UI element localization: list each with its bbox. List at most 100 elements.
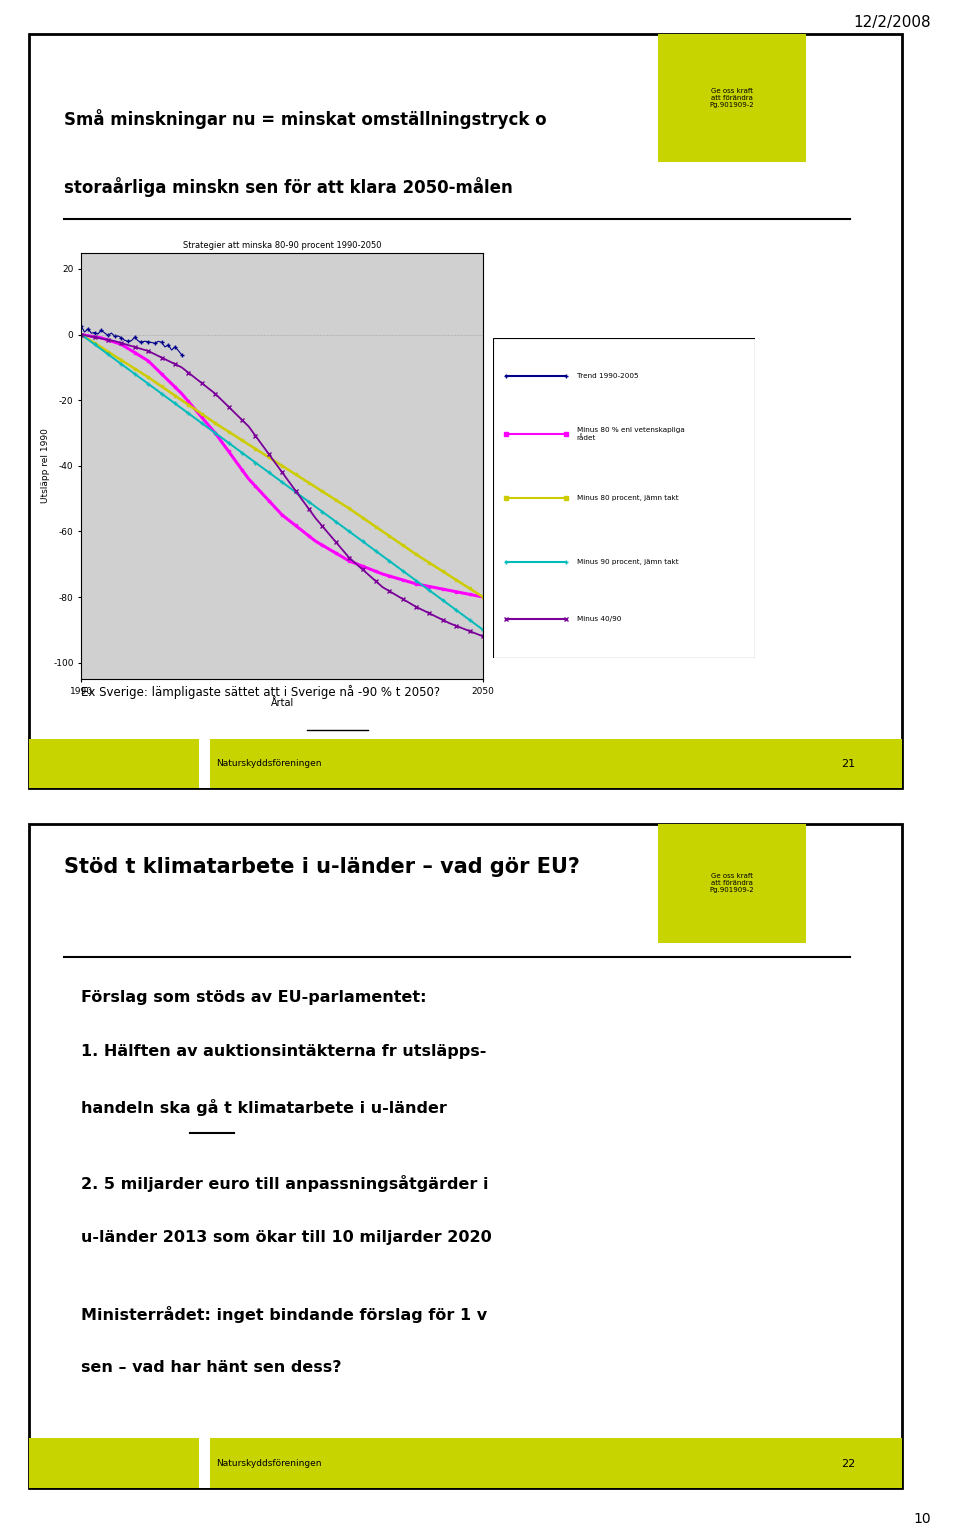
Text: Naturskyddsföreningen: Naturskyddsföreningen (217, 759, 323, 769)
Minus 40/90 (115, 334, 127, 352)
Text: sen – vad har hänt sen dess?: sen – vad har hänt sen dess? (82, 1360, 342, 1375)
Minus 80 % enl vetenskapliga rådet (169, 378, 180, 397)
Trend 1990-2005 (83, 320, 94, 338)
Trend 1990-2005 (146, 334, 157, 352)
Minus 90 procent, jämn takt (477, 620, 489, 638)
Minus 80 % enl vetenskapliga rådet (477, 588, 489, 606)
Trend 1990-2005 (92, 325, 104, 343)
Bar (199, 739, 209, 788)
Trend 1990-2005 (149, 334, 160, 352)
Trend 1990-2005 (162, 335, 174, 354)
Trend 1990-2005 (156, 334, 167, 352)
Bar (658, 34, 806, 162)
Text: Minus 80 % enl vetenskapliga
rådet: Minus 80 % enl vetenskapliga rådet (577, 427, 684, 441)
Minus 80 % enl vetenskapliga rådet (326, 542, 338, 560)
Text: 2. 5 miljarder euro till anpassningsåtgärder i: 2. 5 miljarder euro till anpassningsåtgä… (82, 1174, 489, 1193)
Trend 1990-2005 (135, 334, 147, 352)
Trend 1990-2005 (85, 325, 97, 343)
Minus 40/90 (326, 528, 338, 547)
Bar (199, 1438, 209, 1488)
Minus 80 procent, jämn takt (115, 351, 127, 369)
Text: 10: 10 (914, 1513, 931, 1526)
Trend 1990-2005 (79, 323, 90, 341)
Trend 1990-2005 (76, 317, 87, 335)
Minus 80 % enl vetenskapliga rådet (76, 326, 87, 344)
Minus 40/90 (247, 423, 258, 441)
Bar (29, 739, 902, 788)
Minus 80 procent, jämn takt (247, 438, 258, 456)
Text: 12/2/2008: 12/2/2008 (853, 15, 931, 31)
Minus 90 procent, jämn takt (450, 602, 462, 620)
Trend 1990-2005 (122, 332, 133, 351)
Minus 40/90 (477, 628, 489, 646)
Trend 1990-2005 (142, 332, 154, 351)
Minus 80 procent, jämn takt (169, 386, 180, 404)
Trend 1990-2005 (115, 329, 127, 348)
Trend 1990-2005 (159, 338, 171, 357)
Trend 1990-2005 (153, 332, 164, 351)
Trend 1990-2005 (112, 326, 124, 344)
Minus 90 procent, jämn takt (247, 450, 258, 468)
Trend 1990-2005 (132, 332, 144, 351)
Minus 40/90 (76, 326, 87, 344)
Text: Trend 1990-2005: Trend 1990-2005 (577, 374, 638, 380)
Line: Trend 1990-2005: Trend 1990-2005 (79, 325, 183, 357)
Minus 80 % enl vetenskapliga rådet (347, 553, 358, 571)
Line: Minus 40/90: Minus 40/90 (80, 332, 485, 638)
Minus 80 procent, jämn takt (347, 502, 358, 521)
Text: Minus 40/90: Minus 40/90 (577, 617, 621, 622)
Text: Förslag som stöds av EU-parlamentet:: Förslag som stöds av EU-parlamentet: (82, 991, 426, 1004)
Minus 80 procent, jämn takt (450, 571, 462, 589)
Text: Minus 80 procent, jämn takt: Minus 80 procent, jämn takt (577, 495, 678, 501)
Minus 40/90 (347, 551, 358, 570)
Minus 80 procent, jämn takt (76, 326, 87, 344)
Minus 90 procent, jämn takt (169, 395, 180, 413)
Minus 80 % enl vetenskapliga rådet (450, 583, 462, 602)
Minus 80 % enl vetenskapliga rådet (247, 473, 258, 491)
Trend 1990-2005 (103, 326, 114, 344)
Line: Minus 80 % enl vetenskapliga rådet: Minus 80 % enl vetenskapliga rådet (81, 334, 484, 599)
Bar (658, 824, 806, 943)
Minus 90 procent, jämn takt (115, 355, 127, 374)
Trend 1990-2005 (169, 338, 180, 357)
Trend 1990-2005 (129, 328, 140, 346)
Minus 80 procent, jämn takt (326, 488, 338, 507)
Minus 80 % enl vetenskapliga rådet (115, 335, 127, 354)
Text: u-länder 2013 som ökar till 10 miljarder 2020: u-länder 2013 som ökar till 10 miljarder… (82, 1229, 492, 1245)
Line: Minus 80 procent, jämn takt: Minus 80 procent, jämn takt (81, 334, 484, 599)
Minus 40/90 (450, 617, 462, 635)
X-axis label: Årtal: Årtal (271, 698, 294, 709)
Line: Minus 90 procent, jämn takt: Minus 90 procent, jämn takt (80, 332, 485, 632)
Text: Naturskyddsföreningen: Naturskyddsföreningen (217, 1459, 323, 1468)
Text: Stöd t klimatarbete i u-länder – vad gör EU?: Stöd t klimatarbete i u-länder – vad gör… (63, 857, 580, 877)
Text: Små minskningar nu = minskat omställningstryck o: Små minskningar nu = minskat omställning… (63, 109, 546, 129)
Text: storaårliga minskn sen för att klara 2050-målen: storaårliga minskn sen för att klara 205… (63, 178, 513, 197)
Minus 80 procent, jämn takt (477, 588, 489, 606)
Trend 1990-2005 (173, 341, 184, 360)
Text: Ex Sverige: lämpligaste sättet att i Sverige nå -90 % t 2050?: Ex Sverige: lämpligaste sättet att i Sve… (82, 686, 441, 700)
Trend 1990-2005 (139, 332, 151, 351)
Trend 1990-2005 (166, 341, 178, 360)
Trend 1990-2005 (106, 325, 117, 343)
Text: Minus 90 procent, jämn takt: Minus 90 procent, jämn takt (577, 559, 678, 565)
Trend 1990-2005 (126, 331, 137, 349)
Text: 22: 22 (841, 1459, 855, 1468)
Bar (29, 1438, 902, 1488)
Minus 90 procent, jämn takt (76, 326, 87, 344)
Text: Ge oss kraft
att förändra
Pg.901909-2: Ge oss kraft att förändra Pg.901909-2 (709, 874, 755, 894)
Text: handeln ska gå t klimatarbete i u-länder: handeln ska gå t klimatarbete i u-länder (82, 1099, 447, 1116)
Y-axis label: Utsläpp rel 1990: Utsläpp rel 1990 (41, 429, 50, 504)
Text: Ge oss kraft
att förändra
Pg.901909-2: Ge oss kraft att förändra Pg.901909-2 (709, 87, 755, 107)
Minus 40/90 (169, 355, 180, 374)
Trend 1990-2005 (119, 331, 131, 349)
Trend 1990-2005 (89, 323, 101, 341)
Minus 90 procent, jämn takt (326, 510, 338, 528)
Trend 1990-2005 (108, 328, 120, 346)
Minus 90 procent, jämn takt (347, 525, 358, 544)
Text: 1. Hälften av auktionsintäkterna fr utsläpps-: 1. Hälften av auktionsintäkterna fr utsl… (82, 1044, 487, 1059)
Text: 21: 21 (841, 758, 855, 769)
Trend 1990-2005 (96, 322, 108, 340)
Trend 1990-2005 (176, 346, 187, 364)
Title: Strategier att minska 80-90 procent 1990-2050: Strategier att minska 80-90 procent 1990… (183, 242, 381, 251)
Trend 1990-2005 (99, 323, 110, 341)
